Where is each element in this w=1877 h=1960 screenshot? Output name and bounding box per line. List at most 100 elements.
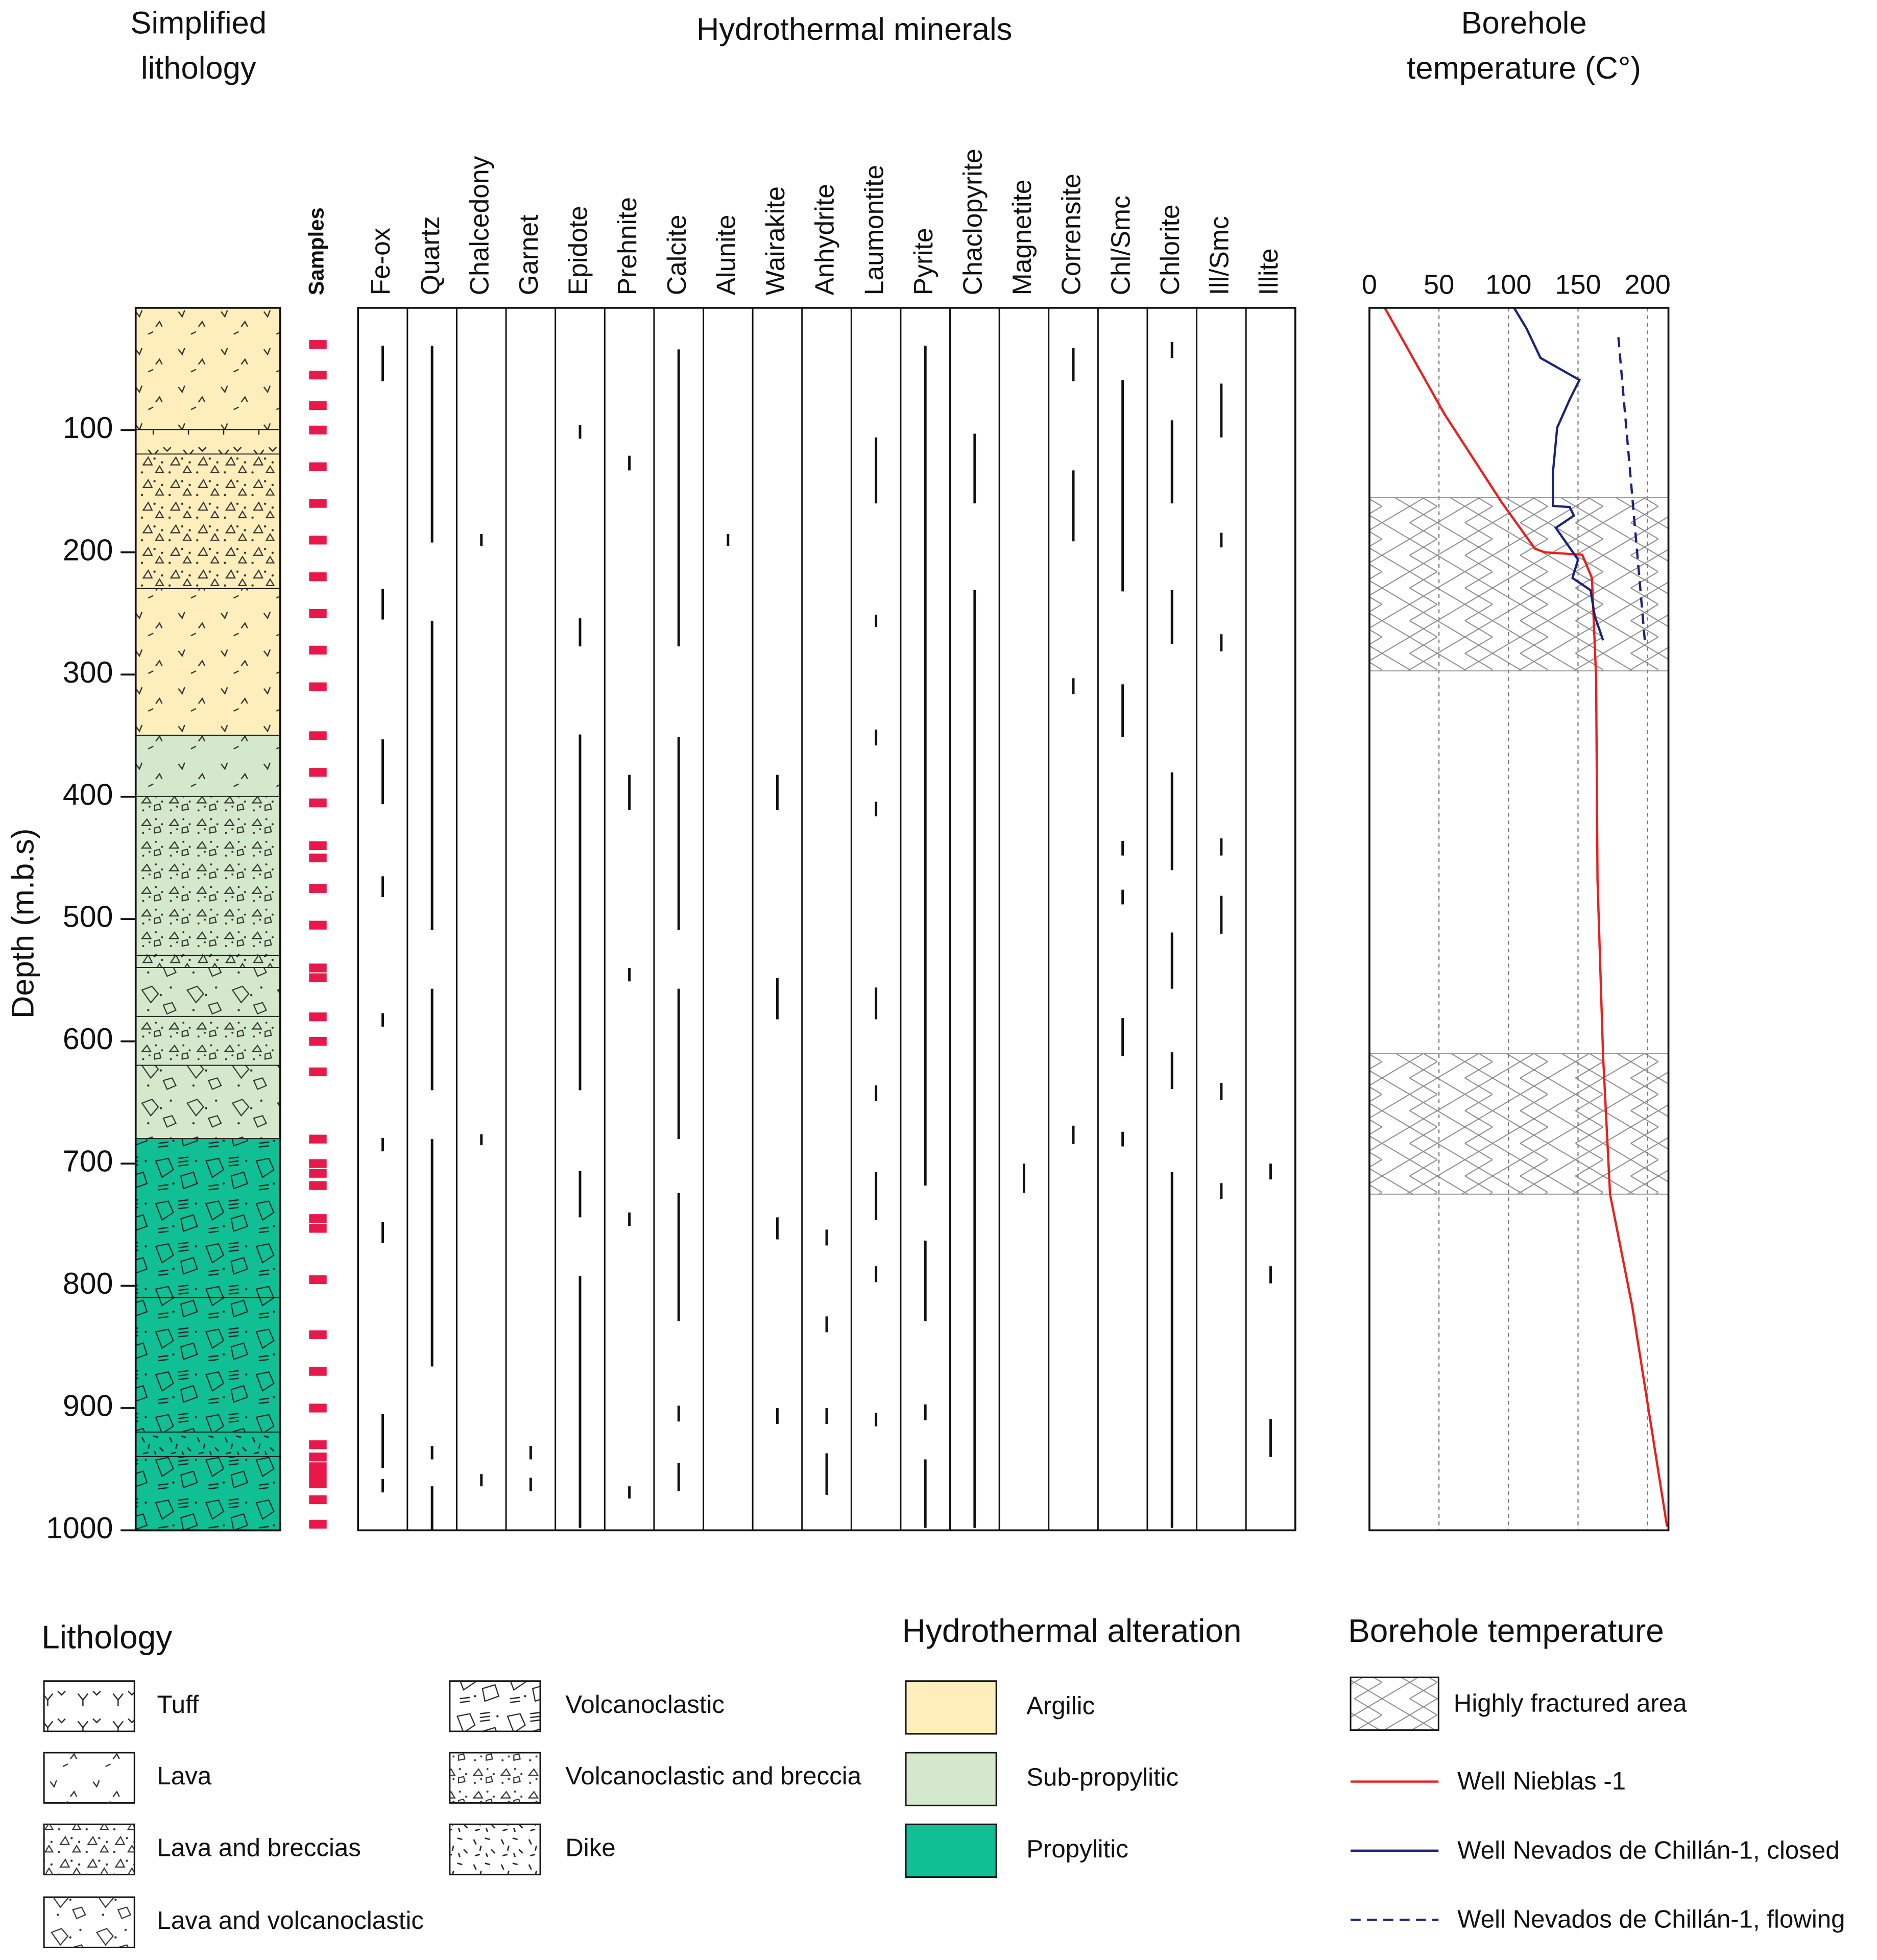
fractured-area bbox=[1368, 497, 1669, 672]
sample bbox=[309, 401, 327, 410]
layer-pattern bbox=[135, 1066, 280, 1140]
mineral-name: Pyrite bbox=[908, 228, 938, 295]
sample bbox=[309, 1440, 327, 1449]
sample bbox=[309, 1036, 327, 1046]
legend-label: Argilic bbox=[1026, 1691, 1095, 1720]
temperature-title: Borehole bbox=[1461, 5, 1587, 40]
layer-pattern bbox=[135, 1298, 280, 1433]
sample bbox=[309, 1462, 327, 1471]
sample bbox=[309, 731, 327, 740]
sample bbox=[309, 340, 327, 349]
sample bbox=[309, 798, 327, 808]
sample bbox=[309, 921, 327, 930]
legend-label: Sub-propylitic bbox=[1026, 1763, 1178, 1792]
lithology-frame bbox=[134, 307, 281, 1532]
legend-label: Dike bbox=[565, 1833, 615, 1861]
mineral-name: Anhydrite bbox=[810, 184, 839, 295]
mineral-name: Laumontite bbox=[859, 165, 888, 296]
sample bbox=[309, 1367, 327, 1376]
x-tick-label: 200 bbox=[1625, 269, 1671, 300]
sample bbox=[309, 1479, 327, 1488]
y-axis-label: Depth (m.b.s) bbox=[5, 828, 40, 1019]
temperature-title: temperature (C°) bbox=[1407, 51, 1641, 86]
layer-pattern bbox=[135, 454, 280, 589]
lithology-title: lithology bbox=[141, 51, 256, 86]
legend-pattern bbox=[44, 1681, 135, 1732]
sample bbox=[309, 1519, 327, 1529]
layer-pattern bbox=[135, 955, 280, 968]
legend-pattern bbox=[44, 1897, 135, 1948]
mineral-name: Wairakite bbox=[760, 186, 790, 295]
legend-title: Lithology bbox=[41, 1618, 172, 1655]
sample bbox=[309, 462, 327, 471]
sample bbox=[309, 1012, 327, 1022]
legend-label: Volcanoclastic bbox=[565, 1690, 725, 1719]
sample bbox=[309, 973, 327, 982]
sample bbox=[309, 853, 327, 863]
layer-pattern bbox=[135, 430, 280, 455]
layer-pattern bbox=[135, 1457, 280, 1531]
legend-label: Tuff bbox=[157, 1690, 199, 1719]
sample bbox=[309, 371, 327, 380]
legend-title: Hydrothermal alteration bbox=[902, 1612, 1242, 1649]
y-tick-label: 200 bbox=[63, 533, 113, 567]
mineral-name: Chl/Smc bbox=[1105, 196, 1135, 295]
minerals-title: Hydrothermal minerals bbox=[696, 12, 1013, 47]
sample bbox=[309, 536, 327, 545]
sample bbox=[309, 1214, 327, 1223]
layer-pattern bbox=[135, 735, 280, 797]
layer-pattern bbox=[135, 1432, 280, 1457]
x-tick-label: 100 bbox=[1485, 269, 1531, 300]
legend-swatch bbox=[905, 1680, 997, 1735]
fractured-area bbox=[1368, 1053, 1669, 1195]
sample bbox=[309, 1159, 327, 1168]
legend-label: Well Nevados de Chillán-1, flowing bbox=[1457, 1905, 1845, 1933]
y-tick-label: 500 bbox=[63, 900, 113, 934]
y-tick-label: 900 bbox=[63, 1389, 113, 1423]
sample bbox=[309, 768, 327, 777]
sample bbox=[309, 1134, 327, 1144]
lithology-title: Simplified bbox=[130, 5, 267, 40]
temperature-line bbox=[1513, 307, 1604, 641]
legend-label: Lava and volcanoclastic bbox=[157, 1906, 424, 1934]
y-tick-label: 600 bbox=[63, 1022, 113, 1056]
legend-label: Volcanoclastic and breccia bbox=[565, 1762, 861, 1790]
y-tick-label: 400 bbox=[63, 778, 113, 811]
legend-label: Lava and breccias bbox=[157, 1833, 361, 1861]
samples-label: Samples bbox=[304, 207, 328, 295]
temperature-line bbox=[1617, 337, 1646, 641]
mineral-name: Ill/Smc bbox=[1205, 216, 1234, 295]
mineral-name: Epidote bbox=[563, 206, 593, 295]
mineral-name: Calcite bbox=[662, 214, 691, 295]
mineral-name: Fe-ox bbox=[366, 228, 395, 295]
sample bbox=[309, 963, 327, 973]
sample bbox=[309, 1067, 327, 1077]
layer-pattern bbox=[135, 589, 280, 736]
layer-pattern bbox=[135, 307, 280, 430]
y-tick-label: 300 bbox=[63, 656, 113, 689]
mineral-name: Chalcedony bbox=[464, 156, 494, 295]
layer-pattern bbox=[135, 967, 280, 1017]
legend-pattern bbox=[44, 1824, 135, 1875]
sample bbox=[309, 499, 327, 508]
sample bbox=[309, 1224, 327, 1233]
mineral-name: Chaclopyrite bbox=[957, 149, 987, 295]
sample bbox=[309, 1169, 327, 1178]
legend-pattern bbox=[449, 1824, 541, 1875]
x-tick-label: 0 bbox=[1362, 269, 1377, 300]
legend-swatch bbox=[1350, 1676, 1439, 1731]
mineral-name: Corrensite bbox=[1056, 174, 1086, 295]
sample bbox=[309, 425, 327, 434]
legend-swatch bbox=[905, 1823, 997, 1878]
y-tick-label: 100 bbox=[63, 411, 113, 445]
layer-pattern bbox=[135, 1017, 280, 1066]
y-tick-label: 1000 bbox=[46, 1511, 113, 1545]
temperature-frame bbox=[1368, 307, 1670, 1532]
sample bbox=[309, 841, 327, 851]
mineral-name: Illite bbox=[1254, 248, 1283, 295]
legend-title: Borehole temperature bbox=[1348, 1612, 1664, 1649]
legend-pattern bbox=[449, 1752, 541, 1803]
sample bbox=[309, 1330, 327, 1339]
temperature-line bbox=[1383, 307, 1669, 1527]
